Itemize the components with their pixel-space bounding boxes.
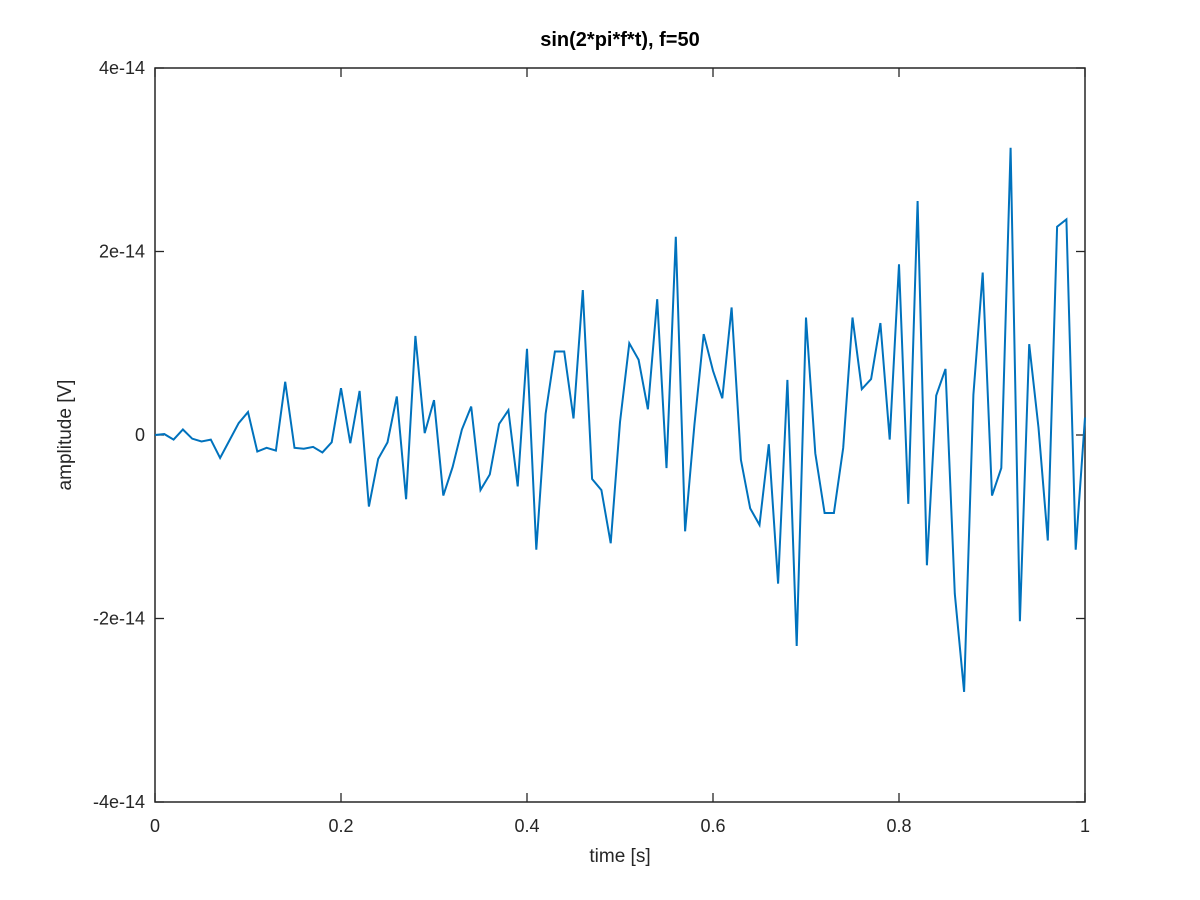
x-tick-label: 0.8 — [886, 816, 911, 836]
y-tick-label: -4e-14 — [93, 792, 145, 812]
x-axis-label: time [s] — [589, 846, 650, 867]
x-tick-label: 1 — [1080, 816, 1090, 836]
x-tick-label: 0 — [150, 816, 160, 836]
plot-area: 0 0.2 0.4 0.6 0.8 1 -4e-14 -2e-14 0 2e-14 4e-14 — [93, 58, 1090, 836]
x-tick-label: 0.2 — [328, 816, 353, 836]
y-tick-label: 0 — [135, 425, 145, 445]
y-tick-label: 4e-14 — [99, 58, 145, 78]
chart-title: sin(2*pi*f*t), f=50 — [540, 29, 699, 51]
x-tick-label: 0.6 — [700, 816, 725, 836]
y-tick-label: -2e-14 — [93, 609, 145, 629]
y-axis-label: amplitude [V] — [55, 380, 76, 491]
y-tick-label: 2e-14 — [99, 242, 145, 262]
series-line — [154, 147, 1086, 692]
x-tick-label: 0.4 — [514, 816, 539, 836]
